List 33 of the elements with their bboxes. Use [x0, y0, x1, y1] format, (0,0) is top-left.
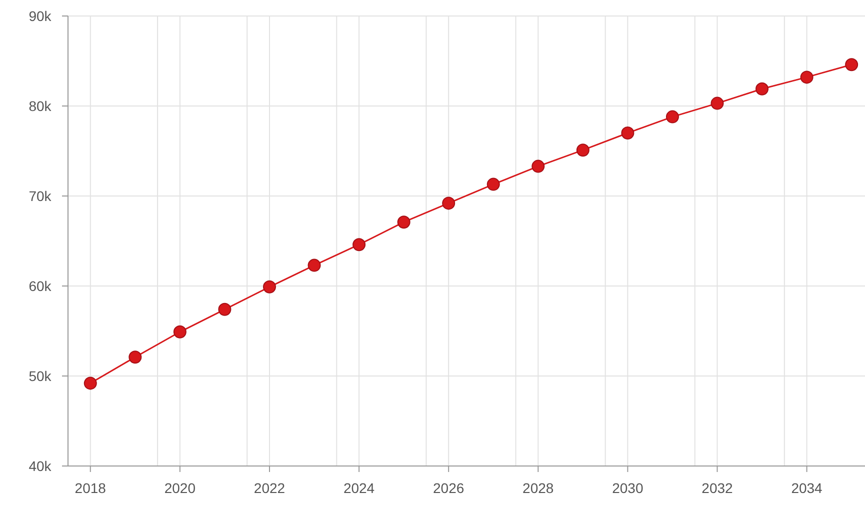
y-tick-label: 70k [28, 188, 52, 204]
x-tick-label: 2028 [522, 480, 554, 496]
point [800, 70, 814, 84]
point [621, 126, 634, 140]
y-tick-label: 40k [28, 458, 52, 474]
point [756, 82, 769, 96]
point [218, 302, 232, 316]
y-tick-label: 80k [28, 98, 52, 114]
x-tick-label: 2022 [254, 480, 286, 496]
point [486, 178, 500, 191]
point [532, 160, 545, 173]
point [128, 350, 142, 364]
point [666, 110, 679, 124]
x-tick-label: 2034 [791, 480, 823, 496]
point [845, 58, 858, 72]
y-tick-label: 50k [28, 368, 52, 384]
y-tick-label: 60k [28, 278, 52, 294]
point [710, 96, 724, 110]
point [84, 376, 97, 390]
point [352, 238, 366, 252]
x-tick-label: 2020 [164, 480, 196, 496]
point [442, 196, 456, 210]
point [173, 325, 186, 338]
x-tick-label: 2030 [612, 480, 644, 496]
x-tick-label: 2032 [702, 480, 734, 496]
x-tick-label: 2024 [343, 480, 375, 496]
point [576, 144, 590, 157]
point [397, 216, 410, 229]
x-tick-label: 2026 [433, 480, 464, 496]
point [308, 258, 321, 272]
y-tick-label: 90k [28, 8, 52, 24]
x-tick-label: 2018 [74, 480, 106, 496]
point [262, 280, 276, 294]
